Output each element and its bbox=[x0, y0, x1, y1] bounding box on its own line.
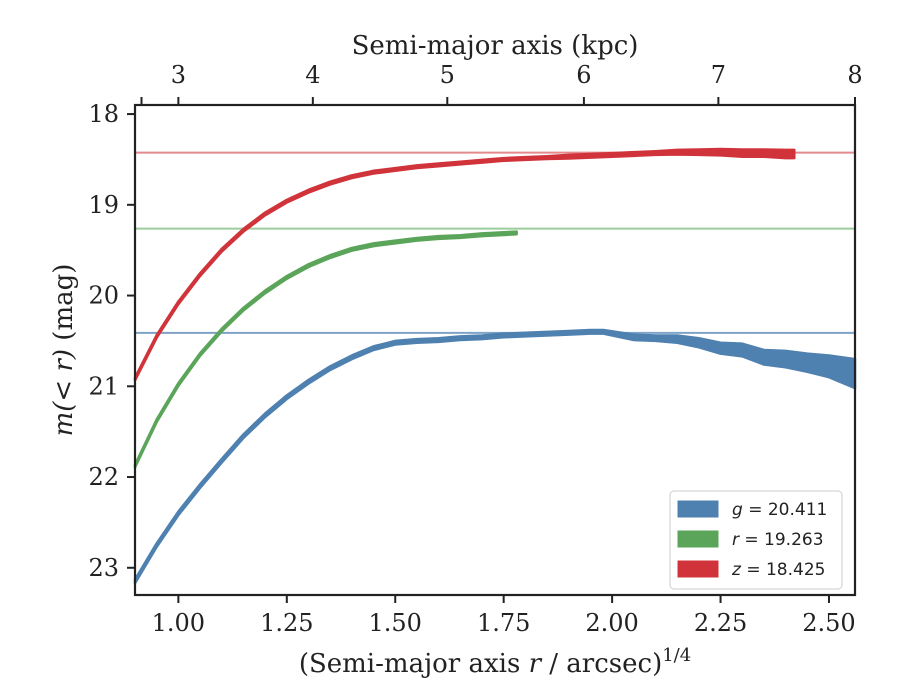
y-tick-label: 22 bbox=[88, 463, 119, 491]
series-band-r bbox=[133, 230, 518, 469]
top-tick-label: 5 bbox=[440, 61, 455, 89]
y-tick-label: 18 bbox=[88, 100, 119, 128]
top-axis-ticks: 3 4 5 6 7 8 bbox=[140, 61, 863, 105]
x-axis-title: (Semi-major axis r / arcsec)1/4 bbox=[299, 645, 691, 679]
plot-frame bbox=[133, 103, 857, 597]
top-tick-label: 4 bbox=[305, 61, 320, 89]
x-tick-label: 1.50 bbox=[369, 609, 422, 637]
x-tick-label: 2.25 bbox=[694, 609, 747, 637]
legend-label-r: r = 19.263 bbox=[732, 530, 824, 550]
y-tick-label: 23 bbox=[88, 554, 119, 582]
top-tick-label: 6 bbox=[576, 61, 591, 89]
top-axis-title: Semi-major axis (kpc) bbox=[352, 31, 639, 61]
y-tick-label: 19 bbox=[88, 191, 119, 219]
y-tick-label: 21 bbox=[88, 372, 119, 400]
top-tick-label: 7 bbox=[711, 61, 726, 89]
y-axis-ticks: 18 19 20 21 22 23 bbox=[88, 100, 135, 582]
legend-swatch-g bbox=[677, 500, 719, 518]
x-tick-label: 2.50 bbox=[802, 609, 855, 637]
x-axis-ticks: 1.00 1.25 1.50 1.75 2.00 2.25 2.50 bbox=[152, 595, 856, 637]
asymptote-lines bbox=[135, 151, 855, 334]
legend: g = 20.411 r = 19.263 z = 18.425 bbox=[669, 490, 843, 590]
legend-swatch-r bbox=[677, 530, 719, 548]
y-axis-title: m(< r) (mag) bbox=[49, 264, 79, 437]
x-tick-label: 1.25 bbox=[260, 609, 313, 637]
legend-label-g: g = 20.411 bbox=[732, 500, 827, 520]
legend-label-z: z = 18.425 bbox=[731, 560, 825, 580]
y-tick-label: 20 bbox=[88, 282, 119, 310]
x-tick-label: 2.00 bbox=[585, 609, 638, 637]
series-band-z bbox=[133, 147, 796, 382]
x-tick-label: 1.75 bbox=[477, 609, 530, 637]
x-tick-label: 1.00 bbox=[152, 609, 205, 637]
top-tick-label: 8 bbox=[847, 61, 862, 89]
top-tick-label: 3 bbox=[171, 61, 186, 89]
legend-swatch-z bbox=[677, 560, 719, 578]
